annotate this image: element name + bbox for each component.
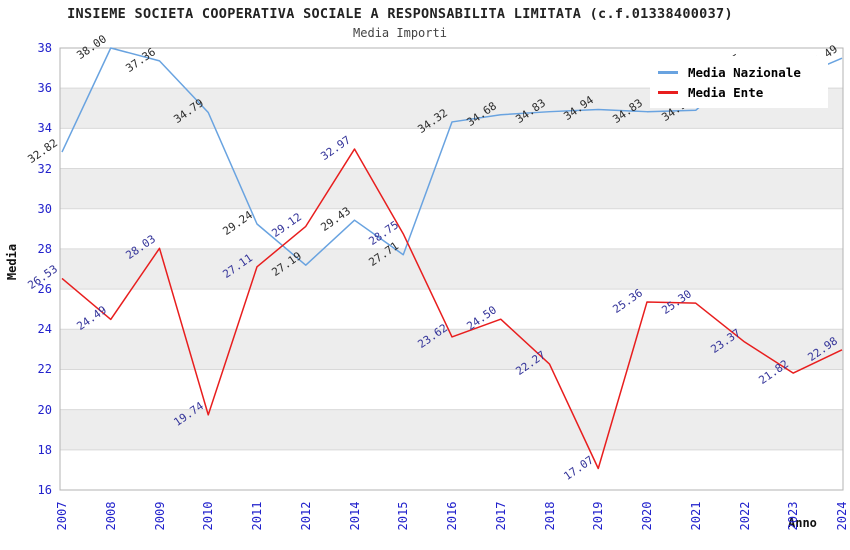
series-line-ente [61,148,843,470]
y-tick-label: 24 [37,322,52,337]
x-tick-label: 2017 [493,501,508,531]
chart-subtitle: Media Importi [353,26,447,40]
y-tick-label: 36 [37,81,52,96]
legend-entry-ente: Media Ente [658,82,820,102]
y-tick-label: 22 [37,362,52,377]
y-tick-label: 30 [37,201,52,216]
line-swatch-red-icon [658,90,678,94]
x-tick-label: 2010 [201,501,216,531]
y-tick-label: 34 [37,121,52,136]
band [60,168,843,209]
x-tick-label: 2020 [640,501,654,531]
x-tick-label: 2019 [591,501,606,531]
x-tick-label: 2007 [55,501,69,531]
band [60,409,843,450]
x-axis-label: Anno [788,516,817,530]
line-swatch-blue-icon [658,70,678,74]
legend-label: Media Nazionale [688,64,801,80]
x-tick-label: 2024 [835,501,849,531]
x-tick-label: 2014 [347,501,362,531]
x-tick-label: 2015 [396,501,411,531]
y-tick-label: 26 [37,282,52,297]
x-tick-label: 2016 [445,501,459,531]
legend-entry-nazionale: Media Nazionale [658,62,820,82]
x-tick-label: 2012 [298,501,313,531]
y-tick-label: 16 [37,483,52,497]
x-tick-label: 2009 [152,501,167,531]
y-tick-label: 20 [37,402,52,417]
y-tick-label: 18 [37,442,52,457]
legend-label: Media Ente [688,84,764,100]
y-tick-label: 28 [37,241,52,256]
y-tick-label: 38 [37,41,52,55]
x-tick-label: 2021 [688,501,703,531]
band [60,248,843,290]
legend: Media Nazionale Media Ente [650,56,828,108]
plot-border [59,47,844,491]
x-tick-label: 2008 [103,501,118,531]
y-tick-label: 32 [37,161,52,176]
x-tick-label: 2022 [737,501,752,531]
chart-title: INSIEME SOCIETA COOPERATIVA SOCIALE A RE… [67,6,733,22]
x-tick-label: 2018 [542,501,557,531]
x-tick-label: 2011 [250,501,264,531]
x-tick-label: 2023 [786,501,801,531]
